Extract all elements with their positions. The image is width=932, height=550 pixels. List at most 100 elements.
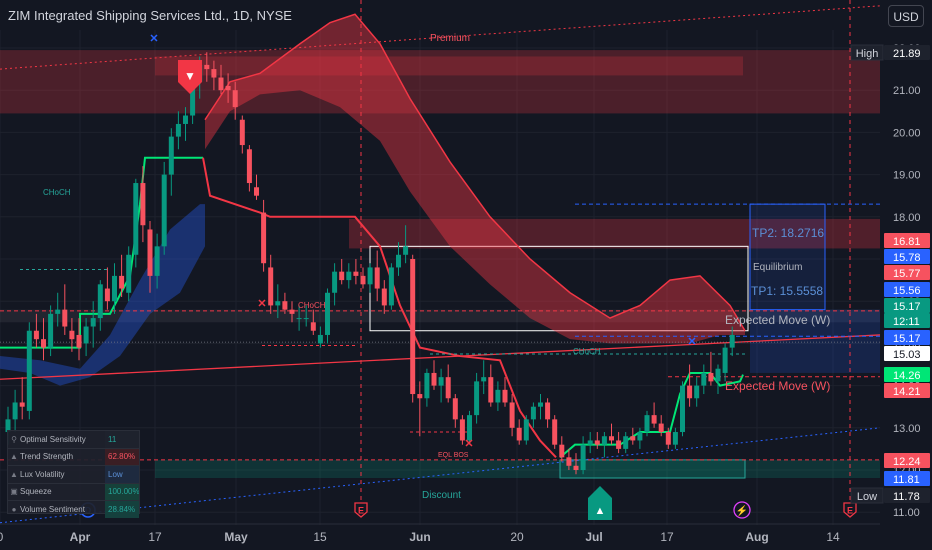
candle-body xyxy=(658,423,664,433)
sell-signal-shape xyxy=(178,60,202,94)
candle xyxy=(317,326,323,348)
candle xyxy=(104,267,110,310)
candle xyxy=(502,377,508,407)
discount-zone xyxy=(155,459,880,479)
candle-body xyxy=(467,415,472,441)
candle-body xyxy=(154,246,160,276)
candle xyxy=(424,368,430,407)
candle-body xyxy=(211,69,217,78)
price-label: 11.78 Low xyxy=(850,487,930,504)
candle xyxy=(140,166,146,243)
panel-row: ▲ Trend Strength 62.80% xyxy=(8,448,139,466)
candle xyxy=(76,318,82,361)
candle-body xyxy=(140,183,146,226)
candle-body xyxy=(609,436,614,441)
x-mark-icon: ✕ xyxy=(149,33,158,45)
price-label: 21.89 High xyxy=(850,44,930,61)
price-label-text: 12:11 xyxy=(893,316,920,328)
candle-body xyxy=(325,292,330,335)
candles xyxy=(5,52,735,475)
price-label: 14.21 xyxy=(884,383,930,398)
x-tick-label: Apr xyxy=(70,530,91,544)
price-label: 15.78 xyxy=(884,249,930,264)
candle-body xyxy=(62,309,68,327)
candle-body xyxy=(183,115,188,124)
candle-body xyxy=(722,347,728,373)
candle-body xyxy=(5,419,11,433)
candle xyxy=(445,364,451,403)
candle xyxy=(360,267,366,289)
price-label-bg xyxy=(884,282,930,297)
panel-label: Trend Strength xyxy=(20,452,74,462)
price-label-bg xyxy=(884,265,930,280)
candle xyxy=(282,292,288,314)
candle xyxy=(438,368,444,403)
x-mark-icon: ✕ xyxy=(687,336,696,348)
candle xyxy=(211,60,217,91)
candle-body xyxy=(694,385,700,399)
candle xyxy=(175,111,181,150)
candle xyxy=(488,364,494,407)
candle xyxy=(410,254,416,403)
candle xyxy=(12,389,18,433)
candle xyxy=(346,263,352,289)
candle-body xyxy=(509,402,515,428)
y-tick-label: 11.00 xyxy=(893,507,920,519)
price-label: 15.17 xyxy=(884,298,930,313)
candle-body xyxy=(708,372,714,382)
candle-body xyxy=(55,309,61,314)
candle-body xyxy=(680,385,685,433)
candle-body xyxy=(424,372,430,399)
candle-body xyxy=(396,254,401,268)
price-label-text: 14.21 xyxy=(893,386,921,398)
candle xyxy=(332,263,338,306)
candle xyxy=(374,250,380,302)
candle xyxy=(523,415,529,445)
candle xyxy=(225,73,231,103)
x-tick-label: Jun xyxy=(409,530,430,544)
chart-grid xyxy=(0,30,880,525)
annotations: Premium Discount CHoCH CHoCH CHoCH EQL BOS Equ… xyxy=(43,33,857,520)
candle-body xyxy=(296,318,302,320)
sell-signal-icon: ▼ xyxy=(184,69,196,83)
candle-body xyxy=(112,275,117,302)
candle-body xyxy=(438,377,444,386)
candle-body xyxy=(403,246,409,255)
candle xyxy=(687,364,693,407)
candle xyxy=(296,305,302,331)
x-tick-label: Aug xyxy=(745,530,768,544)
price-label: 14.26 xyxy=(884,367,930,382)
candle xyxy=(474,372,480,424)
candle xyxy=(616,432,622,454)
panel-label: Volume Sentiment xyxy=(20,504,85,514)
candle-body xyxy=(495,389,501,403)
candle-body xyxy=(48,313,54,348)
equilibrium-zone xyxy=(0,309,880,323)
price-label-bg xyxy=(884,249,930,264)
candle-body xyxy=(289,309,295,314)
tp-box xyxy=(749,203,826,311)
y-tick-label: 19.00 xyxy=(893,170,921,182)
currency-button[interactable]: USD xyxy=(888,5,924,27)
price-label-bg xyxy=(884,367,930,382)
price-label-text: 15.78 xyxy=(893,252,921,264)
candle xyxy=(339,259,345,285)
candle-body xyxy=(275,301,281,306)
price-label-text: 14.26 xyxy=(893,370,921,382)
candle-body xyxy=(587,440,593,445)
candle-body xyxy=(623,436,629,449)
event-marker-label: E xyxy=(847,506,853,516)
price-label: 15.03 xyxy=(884,346,930,361)
panel-row: ▲ Lux Volatility Low xyxy=(8,466,139,484)
lightning-icon: ⚡ xyxy=(736,504,748,517)
sell-signal-marker: ▼ xyxy=(178,60,202,94)
candle xyxy=(381,280,387,314)
lightning-circle xyxy=(733,501,751,519)
x-tick-label: 14 xyxy=(826,530,840,544)
candle-body xyxy=(69,330,75,340)
trend-cloud xyxy=(205,14,745,344)
candle xyxy=(289,301,295,323)
x-tick-label: 0 xyxy=(0,530,4,544)
candle xyxy=(303,305,309,327)
